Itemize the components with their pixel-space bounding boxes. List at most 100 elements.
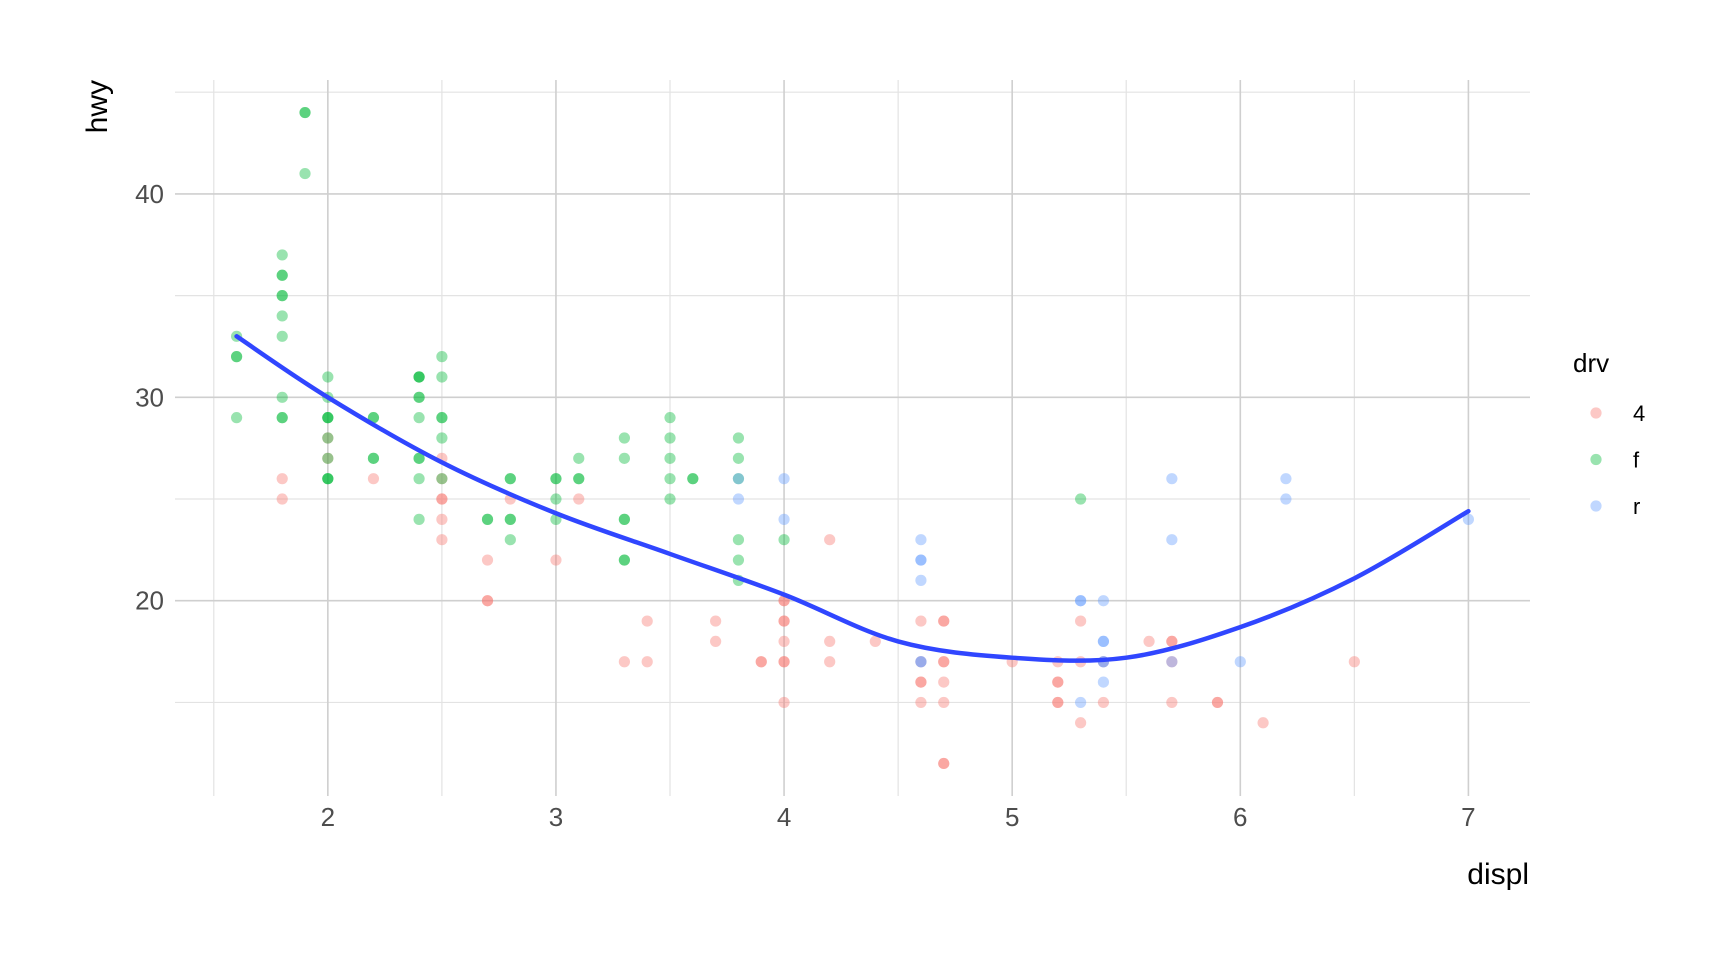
data-point-4 <box>1166 635 1178 648</box>
y-axis-title: hwy <box>81 80 114 133</box>
y-tick-label: 20 <box>135 586 164 616</box>
data-point-f <box>276 412 288 424</box>
data-point-f <box>618 554 630 566</box>
legend-label-4: 4 <box>1633 401 1645 426</box>
data-point-4 <box>938 615 950 627</box>
data-point-4 <box>1166 656 1178 668</box>
data-point-4 <box>710 615 722 627</box>
data-point-f <box>664 432 676 444</box>
data-point-f <box>618 452 630 464</box>
data-point-4 <box>824 534 836 546</box>
x-tick-label: 3 <box>549 802 563 832</box>
data-point-4 <box>915 676 927 688</box>
x-tick-label: 4 <box>777 802 791 832</box>
x-tick-label: 7 <box>1461 802 1475 832</box>
data-point-r <box>915 554 927 566</box>
x-tick-label: 5 <box>1005 802 1019 832</box>
data-point-r <box>1075 696 1087 709</box>
data-point-f <box>230 412 243 424</box>
data-point-4 <box>824 656 836 668</box>
data-point-f <box>504 513 516 525</box>
legend-key-f <box>1590 453 1602 466</box>
data-point-f <box>299 167 311 180</box>
data-point-f <box>778 534 790 546</box>
data-point-f <box>618 432 630 444</box>
data-point-f <box>322 412 334 424</box>
data-point-r <box>1166 656 1178 668</box>
y-tick-label: 40 <box>135 179 164 209</box>
data-point-4 <box>436 473 448 485</box>
data-point-f <box>322 432 334 444</box>
data-point-4 <box>778 696 790 709</box>
data-point-4 <box>1348 656 1360 668</box>
data-point-f <box>687 473 699 485</box>
data-point-4 <box>710 635 722 648</box>
data-point-4 <box>481 554 494 566</box>
data-point-f <box>732 534 745 546</box>
legend-key-4 <box>1590 407 1602 419</box>
data-point-4 <box>641 615 653 627</box>
data-point-f <box>618 513 630 525</box>
data-point-f <box>322 371 334 383</box>
data-point-4 <box>276 473 288 485</box>
data-point-4 <box>1166 696 1178 709</box>
data-point-f <box>413 371 425 383</box>
data-point-r <box>1075 595 1087 607</box>
smooth-line <box>234 334 1471 663</box>
data-point-f <box>299 106 311 119</box>
data-point-4 <box>481 595 494 607</box>
data-point-4 <box>755 656 767 668</box>
data-point-4 <box>1052 696 1064 709</box>
data-point-f <box>436 371 448 383</box>
data-point-f <box>550 493 562 505</box>
data-point-f <box>276 330 288 342</box>
legend-title: drv <box>1573 348 1609 378</box>
data-point-f <box>732 473 745 485</box>
data-point-4 <box>1166 635 1178 648</box>
data-point-r <box>778 513 790 525</box>
data-point-f <box>732 452 745 464</box>
data-point-f <box>276 290 288 302</box>
data-point-r <box>915 656 927 668</box>
data-point-r <box>915 656 927 668</box>
data-point-r <box>1166 473 1178 485</box>
data-point-4 <box>824 635 836 648</box>
data-point-f <box>322 473 334 485</box>
data-point-r <box>1462 513 1475 525</box>
data-point-f <box>276 310 288 322</box>
data-point-4 <box>938 656 950 668</box>
data-point-4 <box>322 432 334 444</box>
data-points <box>230 106 1475 770</box>
data-point-4 <box>915 615 927 627</box>
data-point-4 <box>1257 717 1269 729</box>
data-point-4 <box>436 493 448 505</box>
x-tick-labels: 2 3 4 5 6 7 <box>321 802 1476 832</box>
data-point-f <box>367 452 380 464</box>
y-tick-label: 30 <box>135 382 164 412</box>
data-point-4 <box>938 615 950 627</box>
data-point-r <box>732 493 745 505</box>
legend-label-f: f <box>1633 448 1640 473</box>
data-point-4 <box>778 615 790 627</box>
data-point-f <box>276 269 288 281</box>
data-point-4 <box>778 656 790 668</box>
data-point-4 <box>938 676 950 688</box>
data-point-4 <box>869 635 881 648</box>
data-point-f <box>276 290 288 302</box>
data-point-4 <box>573 493 585 505</box>
data-point-f <box>322 412 334 424</box>
data-point-4 <box>322 452 334 464</box>
data-point-f <box>413 473 425 485</box>
data-point-r <box>1097 635 1110 648</box>
data-point-f <box>413 391 425 403</box>
data-point-f <box>664 452 676 464</box>
data-point-f <box>732 554 745 566</box>
data-point-4 <box>550 554 562 566</box>
data-point-f <box>504 513 516 525</box>
data-point-f <box>413 391 425 403</box>
data-point-4 <box>938 757 950 770</box>
data-point-4 <box>1097 696 1110 709</box>
data-point-f <box>322 473 334 485</box>
data-point-f <box>664 493 676 505</box>
data-point-f <box>504 473 516 485</box>
